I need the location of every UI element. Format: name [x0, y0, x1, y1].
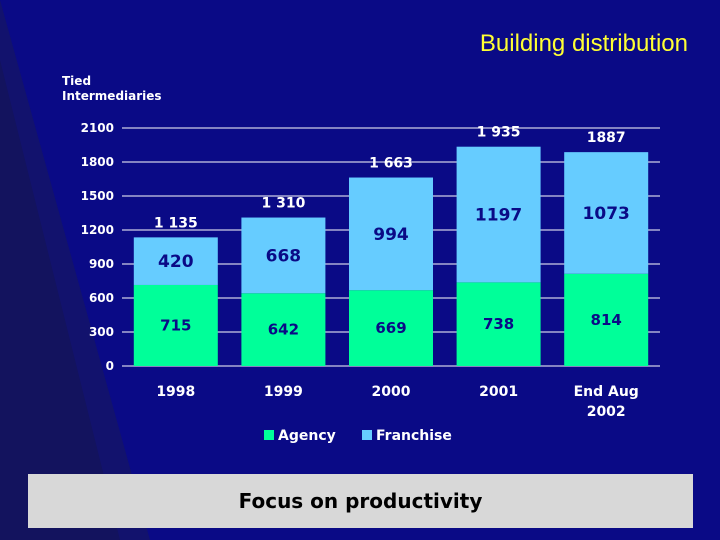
- x-tick-label: 1999: [264, 384, 303, 400]
- footer-banner: Focus on productivity: [28, 474, 693, 528]
- franchise-bar: [456, 146, 541, 283]
- y-axis-label: Tied Intermediaries: [62, 74, 162, 103]
- y-tick-label: 600: [89, 291, 114, 305]
- y-tick-label: 0: [106, 359, 114, 373]
- agency-bar: [349, 290, 433, 366]
- total-value-label: 1 310: [261, 196, 305, 212]
- legend-label: Agency: [278, 428, 336, 444]
- agency-value-label: 814: [591, 311, 622, 329]
- total-value-label: 1 663: [369, 156, 413, 172]
- x-tick-label: 2000: [372, 384, 411, 400]
- y-tick-label: 2100: [81, 121, 114, 135]
- franchise-value-label: 668: [266, 246, 302, 266]
- franchise-bar: [241, 217, 326, 294]
- y-tick-label: 1500: [81, 189, 114, 203]
- franchise-bar: [564, 152, 649, 274]
- agency-value-label: 669: [375, 319, 406, 337]
- x-tick-label: 2002: [587, 404, 626, 420]
- x-tick-label: 1998: [156, 384, 195, 400]
- agency-bar: [241, 293, 326, 366]
- legend-swatch: [362, 430, 372, 440]
- y-tick-label: 900: [89, 257, 114, 271]
- total-value-label: 1 935: [477, 125, 521, 141]
- total-value-label: 1887: [587, 130, 626, 146]
- agency-value-label: 642: [268, 321, 299, 339]
- total-value-label: 1 135: [154, 215, 198, 231]
- franchise-value-label: 1073: [583, 204, 630, 224]
- agency-bar: [564, 273, 649, 366]
- y-tick-label: 1200: [81, 223, 114, 237]
- agency-value-label: 715: [160, 316, 191, 334]
- franchise-value-label: 994: [373, 225, 409, 245]
- stacked-bar-chart: 0 300 600 900 1200 1500 1800 2100 715 420 1 135 199…: [81, 121, 660, 444]
- agency-bar: [133, 284, 218, 366]
- agency-bar: [456, 282, 541, 366]
- y-tick-label: 300: [89, 325, 114, 339]
- franchise-value-label: 420: [158, 252, 194, 272]
- franchise-bar: [349, 177, 433, 291]
- y-tick-label: 1800: [81, 155, 114, 169]
- franchise-bar: [133, 237, 218, 285]
- x-tick-label: 2001: [479, 384, 518, 400]
- franchise-value-label: 1197: [475, 206, 522, 226]
- agency-value-label: 738: [483, 315, 514, 333]
- slide-title: Building distribution: [479, 30, 688, 57]
- legend-swatch: [264, 430, 274, 440]
- legend-label: Franchise: [376, 428, 452, 444]
- x-tick-label: End Aug: [574, 384, 639, 400]
